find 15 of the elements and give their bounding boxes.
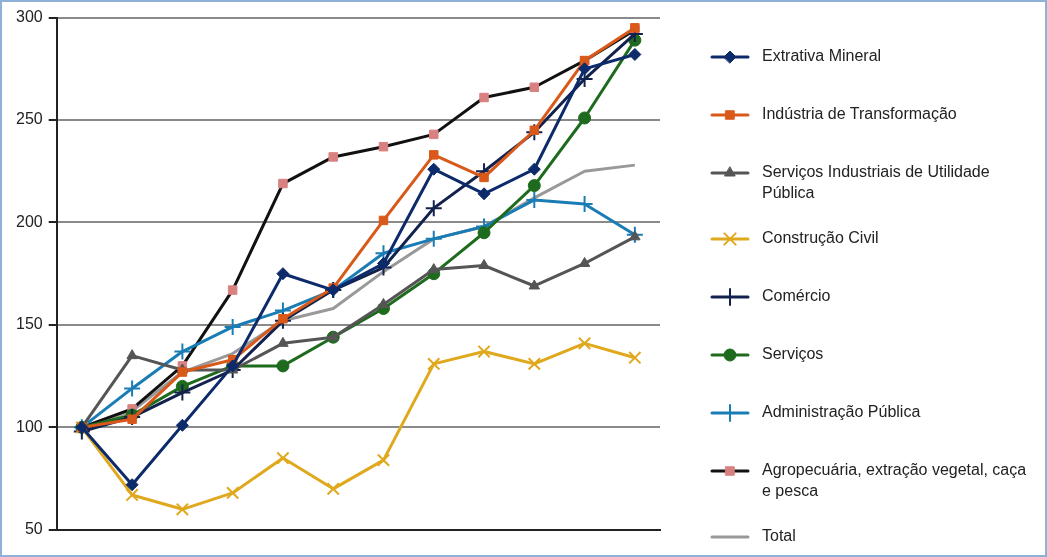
legend-label: Comércio (762, 287, 831, 305)
y-tick-label: 150 (15, 315, 43, 333)
y-tick-label: 50 (24, 520, 43, 538)
legend-label: Construção Civil (762, 229, 879, 247)
legend-label: Extrativa Mineral (762, 47, 882, 65)
y-tick-label: 250 (15, 110, 43, 128)
legend-label: Agropecuária, extração vegetal, caça e pesca (762, 461, 1027, 500)
legend-label: Serviços Industriais de Utilidade Pública (762, 163, 990, 202)
y-tick-label: 100 (15, 417, 43, 435)
legend-label: Total (762, 527, 796, 545)
legend-label: Serviços (762, 345, 824, 363)
y-tick-label: 300 (15, 8, 43, 26)
y-tick-label: 200 (15, 212, 43, 230)
legend-label: Administração Pública (762, 403, 921, 421)
legend-label: Indústria de Transformação (762, 105, 957, 123)
